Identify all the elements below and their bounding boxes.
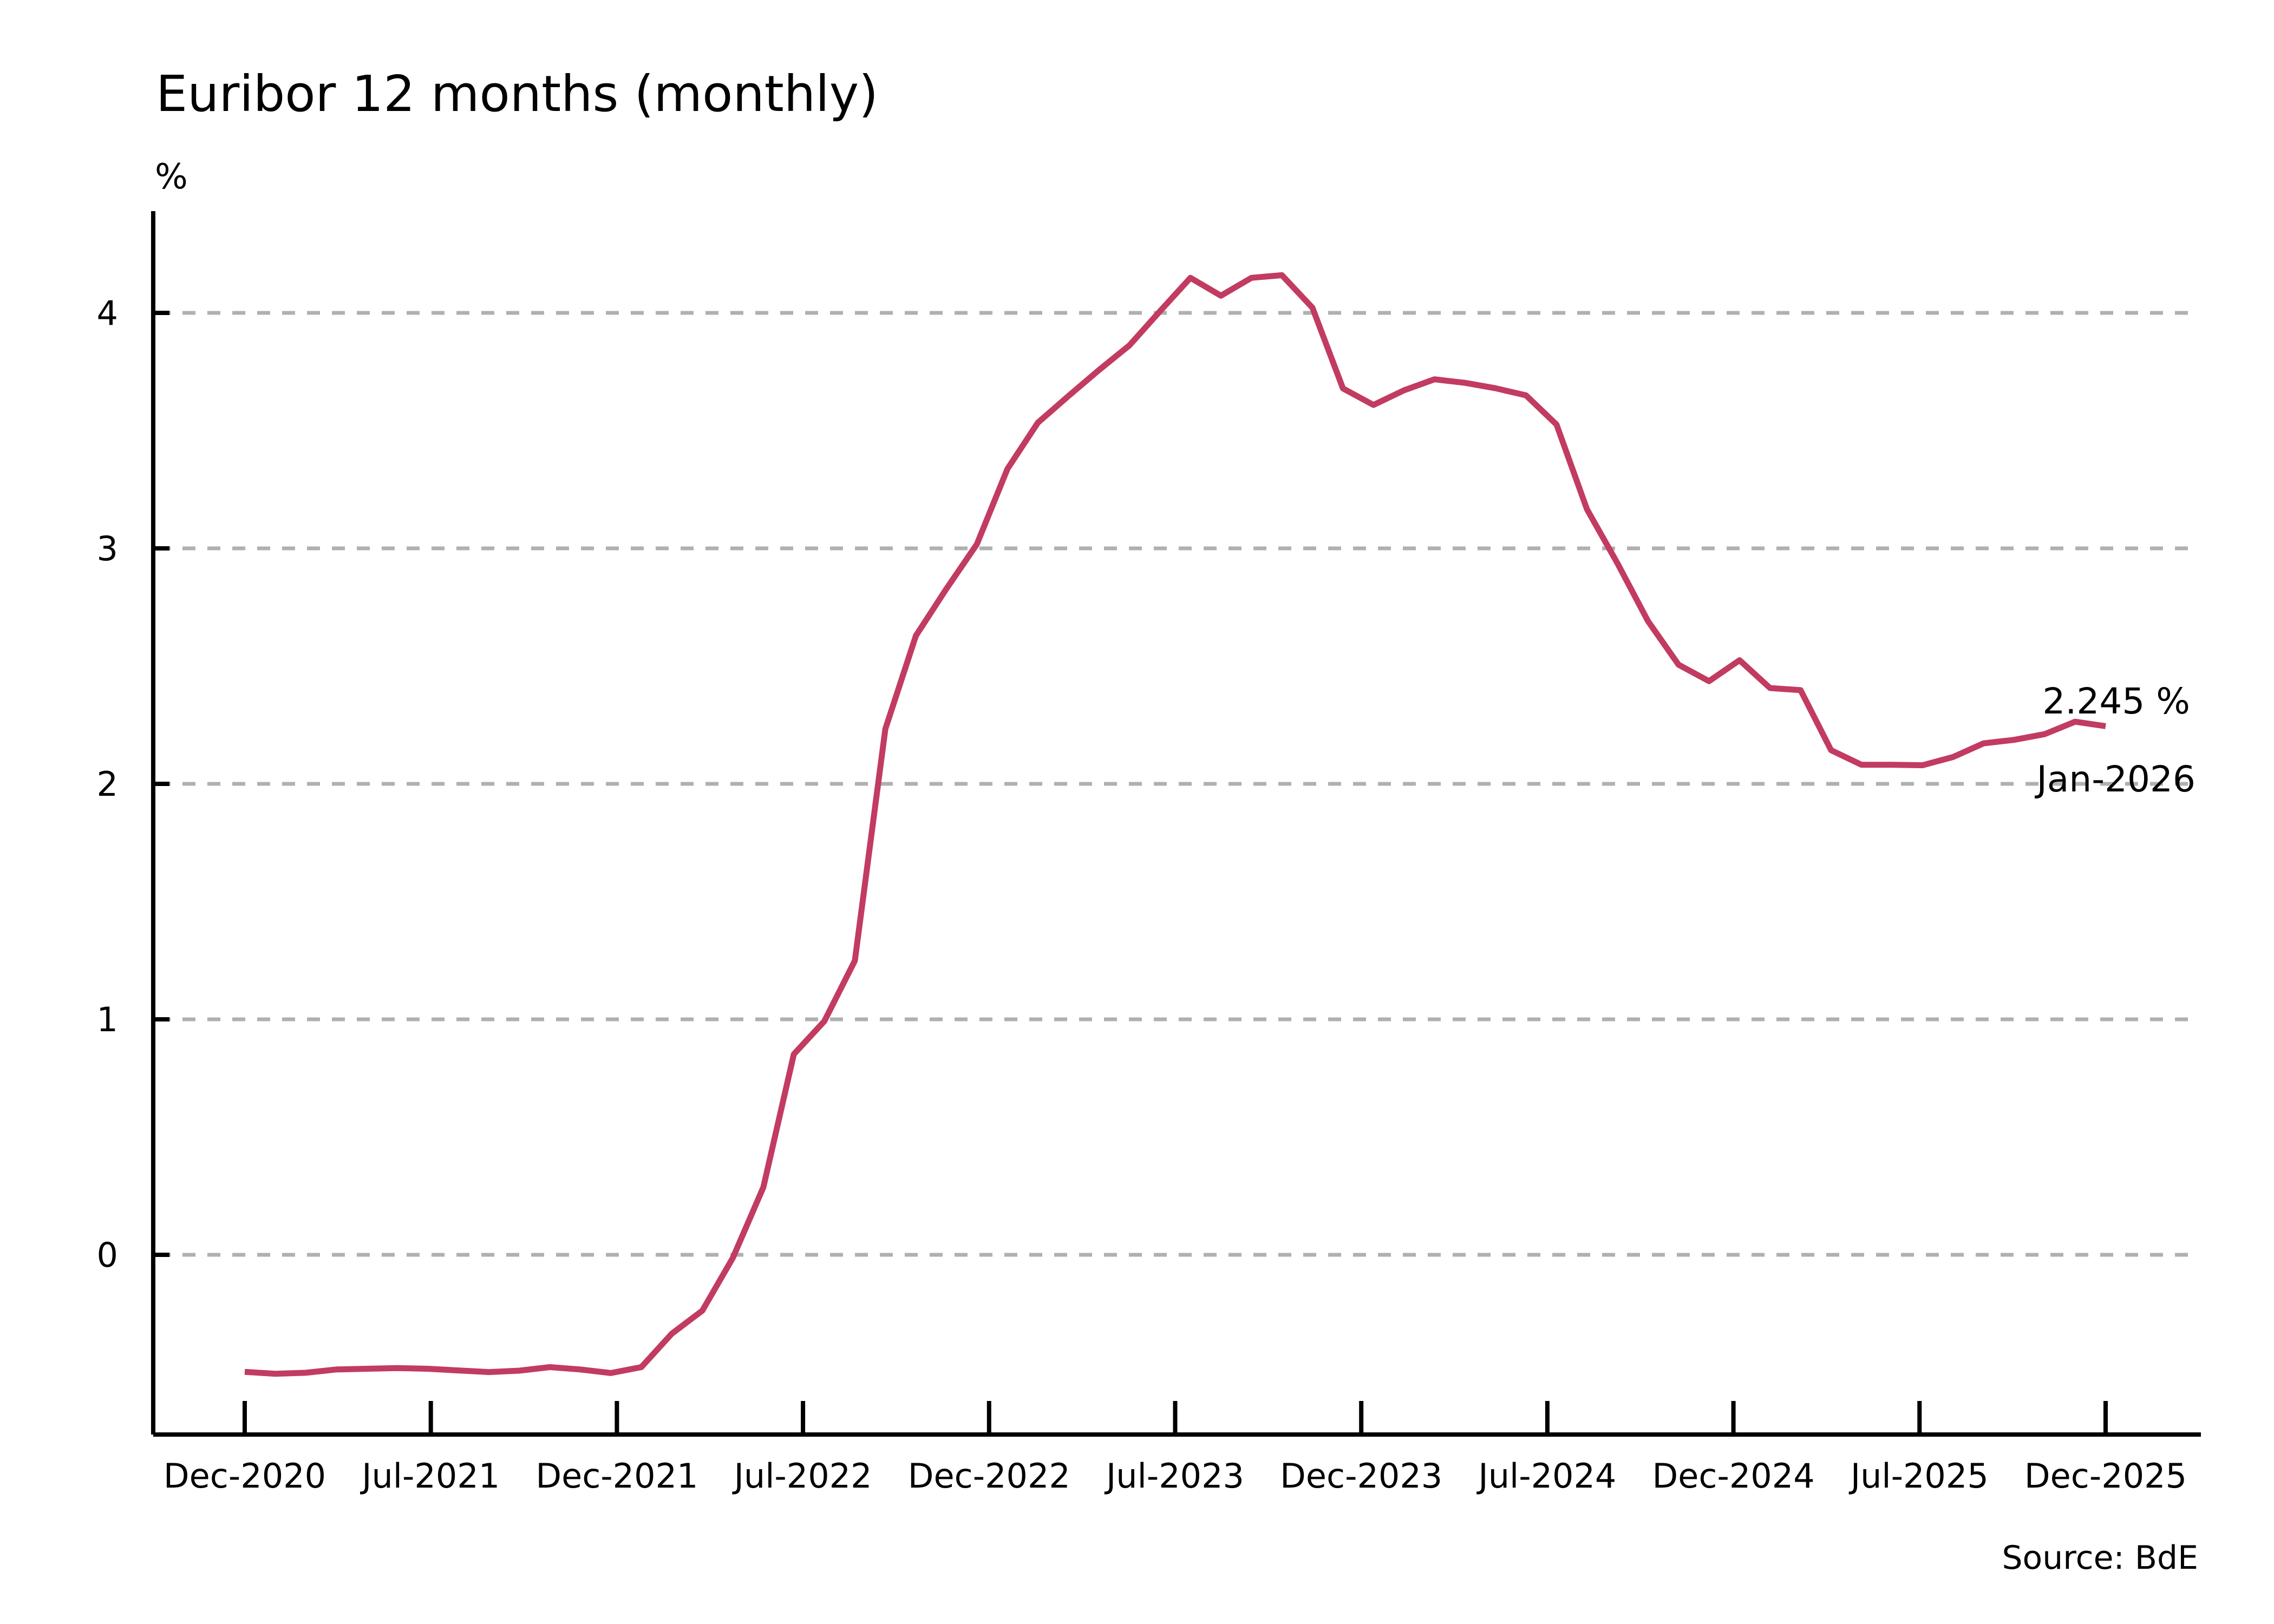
y-tick-label-1: 1 xyxy=(97,1000,118,1039)
x-tick-label-Dec-2024: Dec-2024 xyxy=(1652,1456,1815,1496)
y-axis-ticks xyxy=(153,311,169,1257)
y-tick-label-0: 0 xyxy=(97,1235,118,1275)
y-tick-label-3: 3 xyxy=(97,529,118,568)
last-date-annotation: Jan-2026 xyxy=(2034,758,2195,800)
source-note: Source: BdE xyxy=(2002,1539,2198,1577)
x-tick-label-Jul-2024: Jul-2024 xyxy=(1476,1456,1616,1496)
y-tick-label-2: 2 xyxy=(97,764,118,804)
y-gridlines xyxy=(158,311,2198,1257)
x-tick-label-Dec-2023: Dec-2023 xyxy=(1280,1456,1442,1496)
y-axis-unit-label: % xyxy=(155,157,188,197)
series-group xyxy=(244,272,2106,1377)
y-axis-labels: 0 1 2 3 4 xyxy=(97,293,118,1275)
x-tick-label-Dec-2020: Dec-2020 xyxy=(164,1456,326,1496)
x-axis-ticks xyxy=(243,1401,2108,1435)
series-line-euribor-12-months xyxy=(244,272,2106,1377)
x-tick-label-Dec-2022: Dec-2022 xyxy=(908,1456,1070,1496)
x-tick-label-Jul-2021: Jul-2021 xyxy=(360,1456,500,1496)
chart-title: Euribor 12 months (monthly) xyxy=(156,65,878,123)
x-tick-label-Jul-2025: Jul-2025 xyxy=(1848,1456,1989,1496)
last-value-annotation: 2.245 % xyxy=(2042,680,2190,722)
x-tick-label-Dec-2021: Dec-2021 xyxy=(535,1456,698,1496)
y-tick-label-4: 4 xyxy=(97,293,118,333)
x-tick-label-Jul-2022: Jul-2022 xyxy=(732,1456,872,1496)
x-tick-label-Dec-2025: Dec-2025 xyxy=(2024,1456,2187,1496)
x-axis-labels: Dec-2020 Jul-2021 Dec-2021 Jul-2022 Dec-2022… xyxy=(164,1456,2187,1496)
x-tick-label-Jul-2023: Jul-2023 xyxy=(1104,1456,1244,1496)
